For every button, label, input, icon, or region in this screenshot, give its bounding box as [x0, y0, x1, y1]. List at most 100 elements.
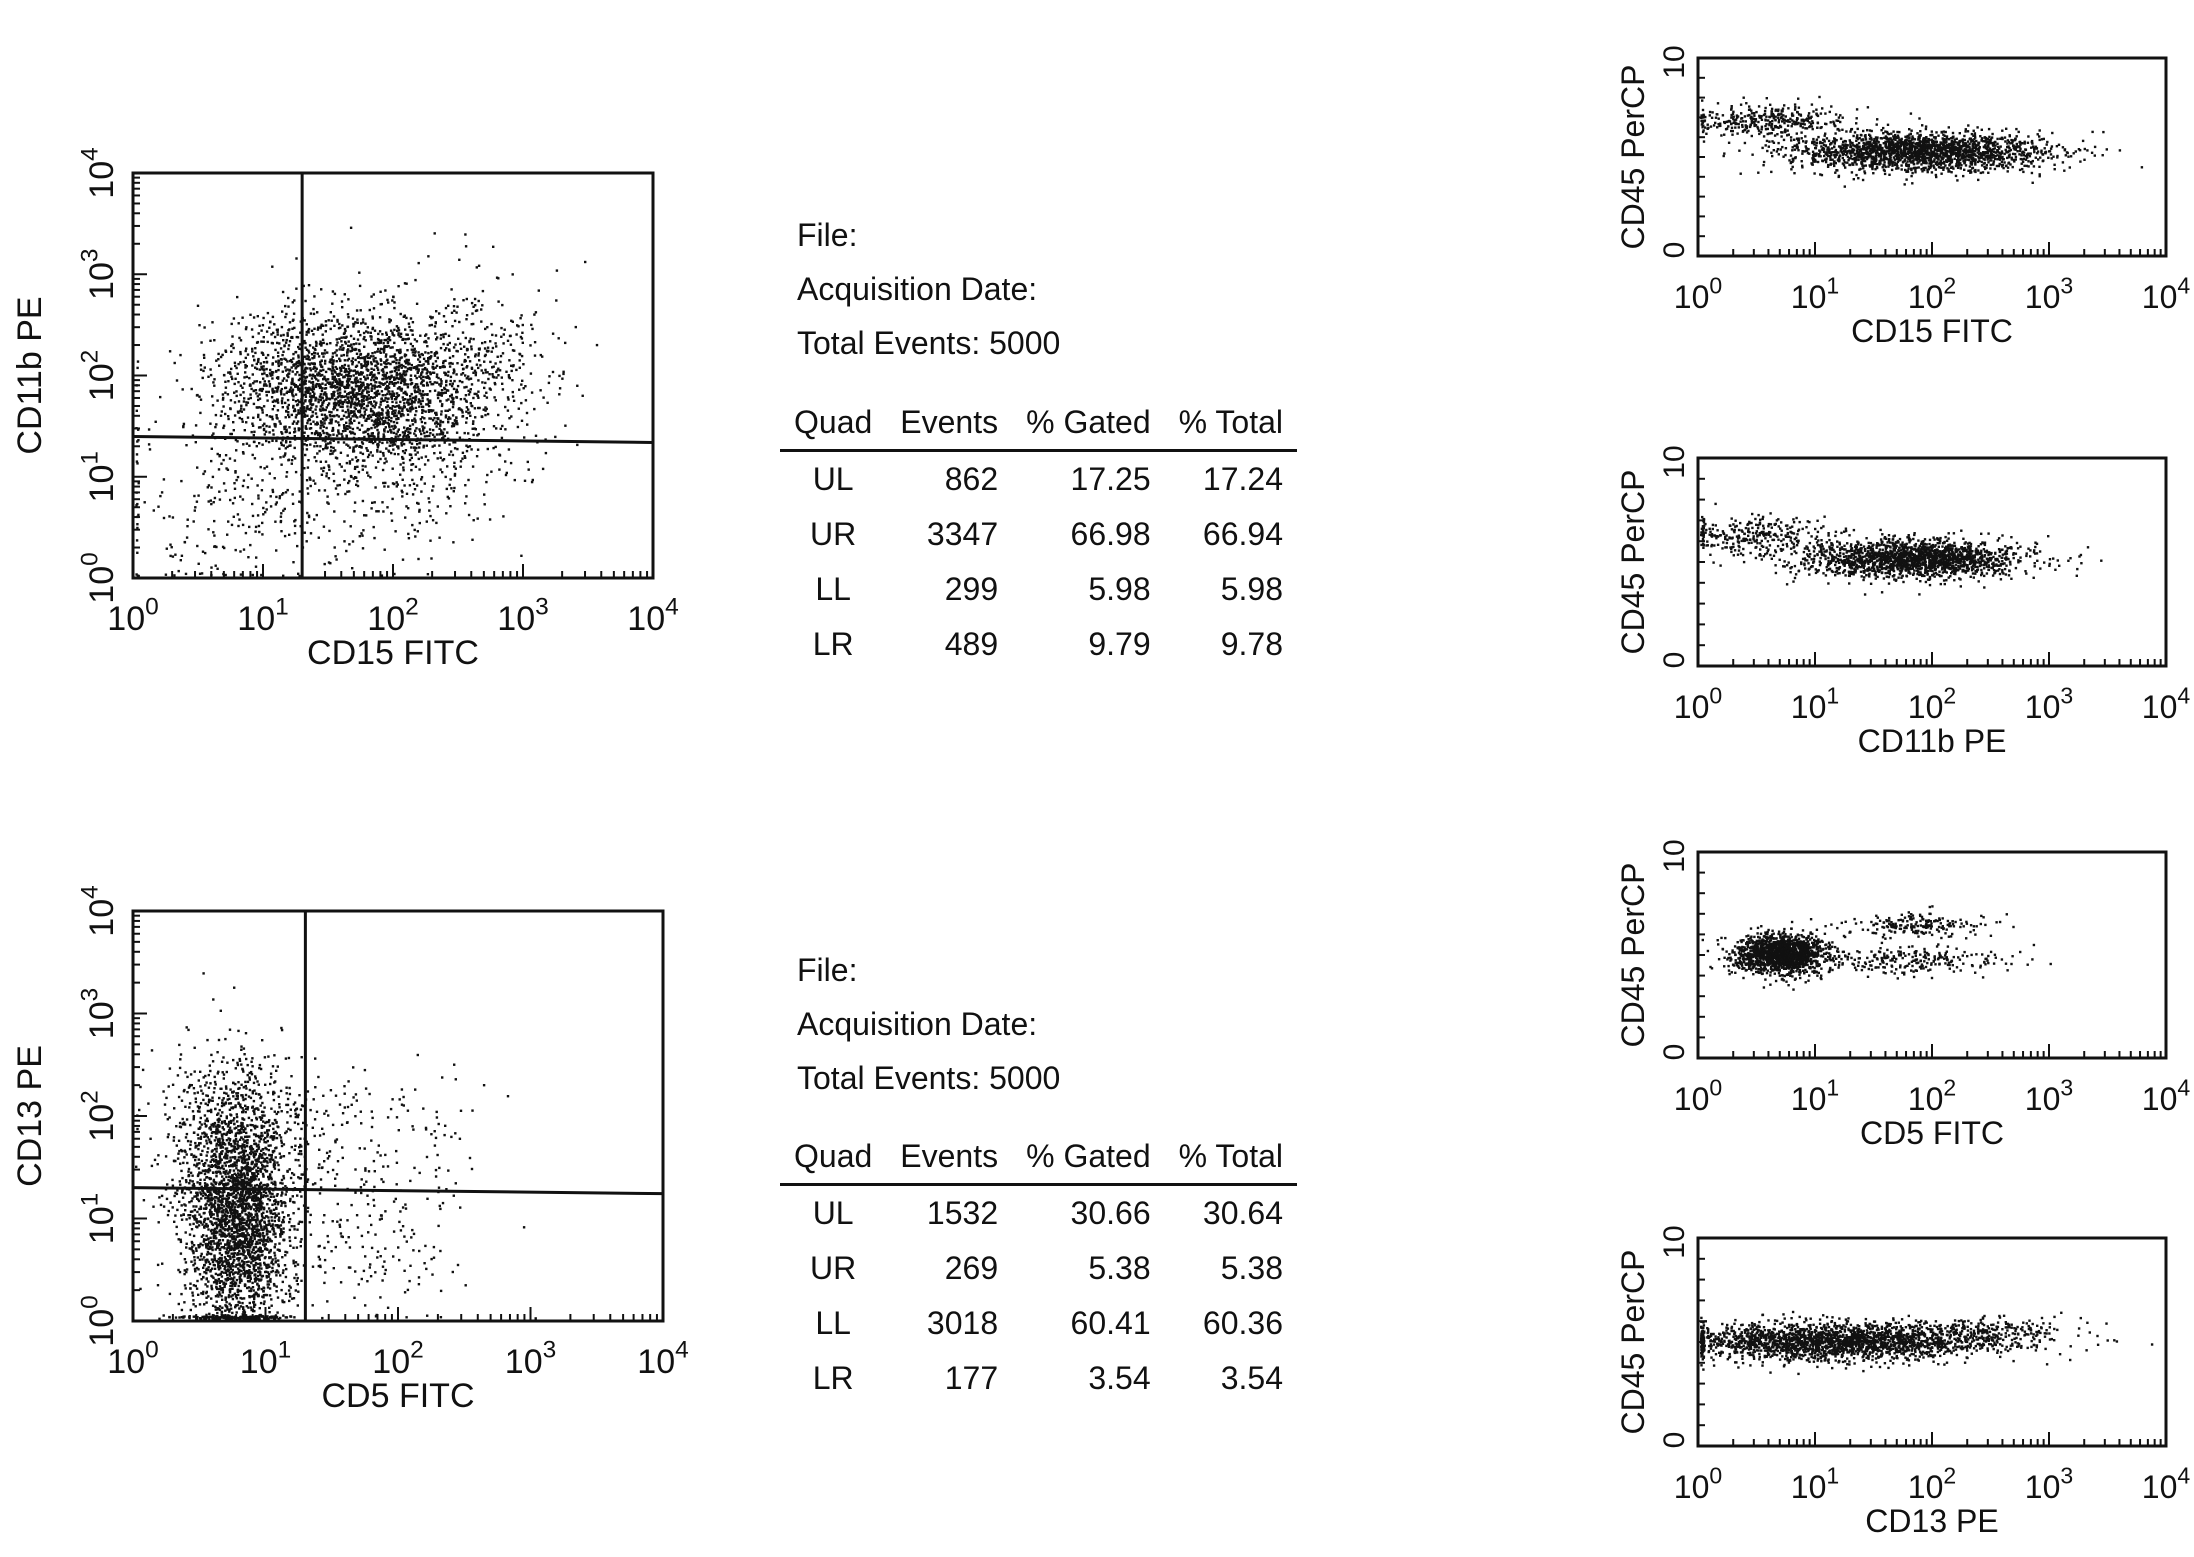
data-point: [228, 1310, 231, 1313]
data-point: [222, 424, 226, 427]
data-point: [318, 489, 321, 492]
data-point: [537, 289, 540, 292]
data-point: [344, 336, 347, 339]
data-point: [212, 1281, 216, 1284]
data-point: [455, 373, 458, 376]
data-point: [386, 413, 389, 417]
data-point: [381, 409, 384, 412]
data-point: [186, 518, 189, 521]
data-point: [298, 347, 301, 350]
data-point: [518, 353, 522, 356]
data-point: [406, 337, 410, 341]
data-point: [290, 360, 294, 364]
data-point: [398, 358, 401, 362]
data-point: [318, 383, 322, 386]
data-point: [396, 405, 399, 408]
data-point: [428, 371, 431, 374]
data-point: [352, 337, 356, 340]
data-point: [239, 350, 242, 354]
data-point: [308, 363, 312, 366]
data-point: [392, 431, 396, 435]
data-point: [302, 415, 305, 418]
data-point: [205, 1269, 208, 1272]
data-point: [410, 392, 413, 396]
data-point: [237, 400, 241, 403]
data-point: [147, 428, 151, 431]
data-point: [410, 456, 413, 459]
data-point: [486, 473, 489, 477]
data-point: [499, 354, 503, 358]
data-point: [484, 371, 488, 374]
data-point: [324, 446, 327, 450]
data-point: [317, 355, 321, 358]
data-point: [284, 447, 287, 450]
data-point: [382, 420, 385, 423]
data-point: [256, 1234, 260, 1238]
data-point: [186, 525, 189, 528]
data-point: [314, 396, 317, 399]
data-point: [307, 459, 310, 462]
data-point: [520, 554, 523, 557]
data-point: [251, 350, 254, 353]
data-point: [233, 496, 236, 500]
data-point: [414, 398, 417, 402]
data-point: [245, 1261, 248, 1264]
data-point: [343, 427, 346, 430]
data-point: [280, 443, 283, 447]
data-point: [259, 1249, 262, 1252]
data-point: [229, 1239, 232, 1243]
data-point: [225, 1234, 229, 1237]
data-point: [396, 430, 399, 433]
data-point: [241, 484, 245, 488]
data-point: [421, 429, 425, 432]
data-point: [242, 443, 245, 446]
data-point: [215, 1161, 218, 1164]
data-point: [446, 495, 449, 499]
data-point: [260, 1200, 263, 1203]
data-point: [445, 512, 448, 515]
data-point: [220, 1217, 223, 1220]
data-point: [360, 322, 363, 325]
data-point: [404, 449, 408, 452]
data-point: [455, 419, 458, 423]
data-point: [183, 1269, 186, 1272]
data-point: [455, 391, 458, 394]
data-point: [339, 405, 342, 408]
data-point: [391, 444, 394, 447]
data-point: [395, 325, 399, 328]
data-point: [396, 387, 400, 390]
data-point: [330, 411, 333, 414]
data-point: [383, 338, 386, 342]
data-point: [357, 385, 361, 388]
data-point: [277, 1110, 280, 1114]
data-point: [264, 430, 268, 433]
data-point: [321, 424, 324, 427]
data-point: [180, 479, 183, 483]
data-point: [314, 482, 317, 485]
data-point: [255, 367, 259, 371]
data-point: [266, 1091, 270, 1094]
data-point: [470, 323, 473, 326]
data-point: [207, 1228, 210, 1231]
data-point: [244, 371, 247, 374]
data-point: [269, 374, 272, 377]
data-point: [477, 379, 480, 382]
data-point: [429, 539, 432, 542]
data-point: [401, 407, 404, 411]
data-point: [224, 1309, 227, 1312]
data-point: [404, 362, 408, 365]
data-point: [185, 1268, 189, 1271]
data-point: [262, 361, 266, 364]
data-point: [344, 398, 347, 402]
data-point: [325, 398, 328, 401]
data-point: [435, 420, 438, 423]
data-point: [369, 407, 373, 411]
data-point: [305, 375, 308, 379]
data-point: [212, 1203, 216, 1206]
data-point: [352, 391, 355, 395]
data-point: [464, 353, 467, 356]
data-point: [230, 1252, 233, 1255]
data-point: [201, 1315, 204, 1319]
data-point: [256, 484, 259, 487]
data-point: [347, 367, 351, 370]
